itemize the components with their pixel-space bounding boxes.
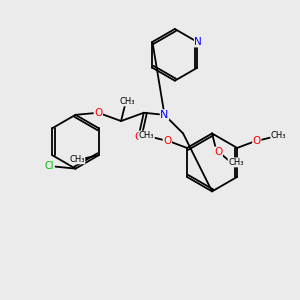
Text: N: N: [194, 37, 202, 47]
Text: CH₃: CH₃: [119, 97, 135, 106]
Text: CH₃: CH₃: [139, 131, 154, 140]
Text: O: O: [214, 147, 222, 157]
Text: CH₃: CH₃: [228, 158, 244, 167]
Text: O: O: [94, 108, 102, 118]
Text: O: O: [163, 136, 172, 146]
Text: CH₃: CH₃: [271, 131, 286, 140]
Text: CH₃: CH₃: [69, 155, 85, 164]
Text: O: O: [253, 136, 261, 146]
Text: Cl: Cl: [45, 160, 54, 170]
Text: O: O: [134, 132, 143, 142]
Text: N: N: [160, 110, 169, 120]
